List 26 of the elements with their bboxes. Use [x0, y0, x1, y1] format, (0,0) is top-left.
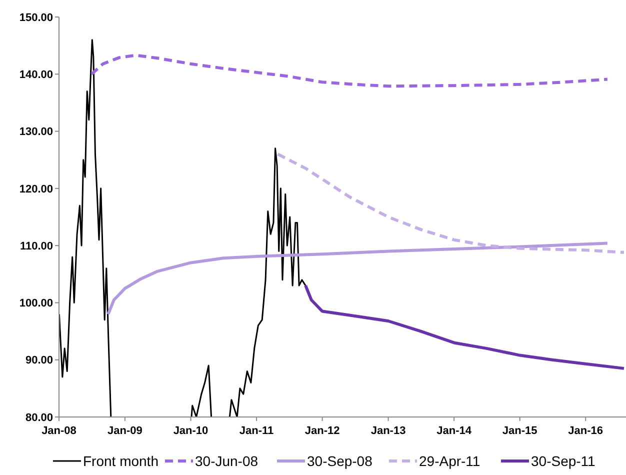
line-series — [304, 284, 626, 370]
legend-label: 29-Apr-11 — [419, 452, 480, 469]
y-tick-label: 140.00 — [19, 68, 53, 81]
legend-label: Front month — [83, 452, 158, 469]
y-tick-label: 130.00 — [19, 126, 53, 138]
legend-label: 30-Sep-11 — [531, 452, 596, 469]
x-tick-label: Jan-16 — [568, 425, 604, 437]
line-series — [90, 54, 609, 88]
line-series — [106, 242, 609, 316]
legend-label: 30-Sep-08 — [307, 452, 373, 469]
x-tick-label: Jan-12 — [304, 425, 340, 437]
x-tick-label: Jan-13 — [370, 425, 406, 437]
y-tick-label: 110.00 — [20, 240, 53, 252]
y-tick-label: 80.00 — [25, 412, 53, 424]
x-tick-label: Jan-15 — [502, 425, 538, 437]
legend-label: 30-Jun-08 — [195, 452, 258, 469]
x-tick-label: Jan-10 — [173, 425, 208, 437]
y-tick-label: 100.00 — [19, 298, 53, 310]
line-series — [276, 152, 626, 254]
x-tick-label: Jan-14 — [436, 425, 472, 437]
x-tick-label: Jan-08 — [42, 425, 76, 437]
x-tick-label: Jan-11 — [239, 425, 274, 437]
x-tick-label: Jan-09 — [108, 425, 142, 437]
y-tick-label: 150.00 — [19, 12, 53, 24]
y-tick-label: 120.00 — [19, 183, 53, 196]
y-tick-label: 90.00 — [25, 354, 53, 367]
